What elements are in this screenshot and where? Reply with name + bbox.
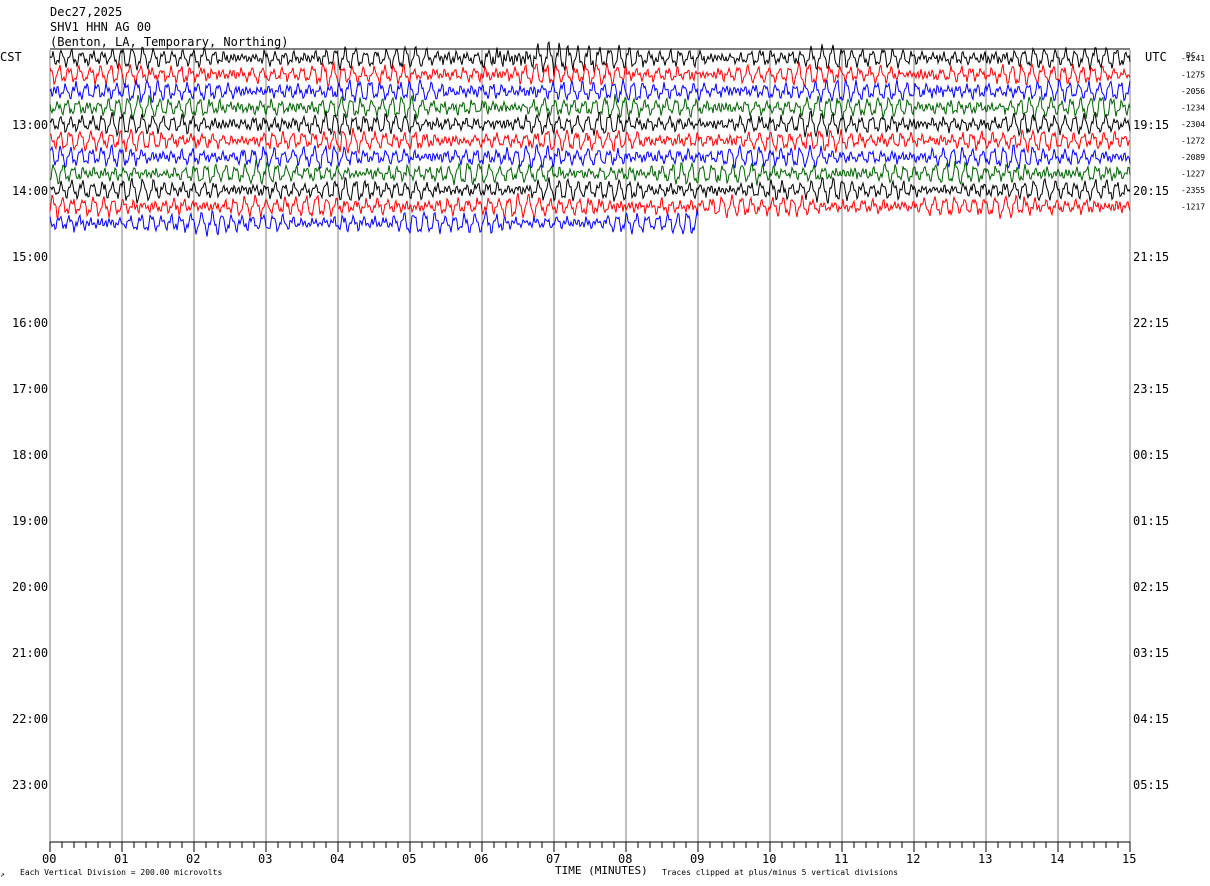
seismic-traces [49, 40, 1131, 237]
dc-offset-labels: -1241 -1275 -2056 -1234 -2304 -1272 -2089 -1227… [1181, 54, 1205, 212]
right-hour-label: 02:15 [1133, 580, 1169, 594]
x-tick-label: 10 [762, 852, 776, 866]
seismic-trace [49, 143, 1131, 170]
x-axis-title: TIME (MINUTES) [555, 864, 648, 877]
dc-offset-label: -2355 [1181, 186, 1205, 195]
x-tick-label: 05 [402, 852, 416, 866]
x-tick-label: 12 [906, 852, 920, 866]
x-tick-label: 11 [834, 852, 848, 866]
left-hour-label: 23:00 [12, 778, 48, 792]
right-hour-label: 21:15 [1133, 250, 1169, 264]
seismic-trace [49, 110, 1131, 138]
dc-offset-label: -1275 [1181, 71, 1205, 80]
x-tick-label: 14 [1050, 852, 1064, 866]
right-hour-labels: 19:15 20:15 21:15 22:15 23:15 00:15 01:15 02:15… [1133, 118, 1169, 792]
right-hour-label: 22:15 [1133, 316, 1169, 330]
x-tick-label: 08 [618, 852, 632, 866]
left-hour-label: 13:00 [12, 118, 48, 132]
right-hour-label: 01:15 [1133, 514, 1169, 528]
left-hour-labels: 13:00 14:00 15:00 16:00 17:00 18:00 19:00 20:00… [12, 118, 48, 792]
right-hour-label: 20:15 [1133, 184, 1169, 198]
left-hour-label: 15:00 [12, 250, 48, 264]
left-hour-label: 18:00 [12, 448, 48, 462]
left-hour-label: 19:00 [12, 514, 48, 528]
seismic-trace [49, 192, 1131, 220]
left-hour-label: 21:00 [12, 646, 48, 660]
dc-offset-label: -2304 [1181, 120, 1205, 129]
dc-offset-label: -2056 [1181, 87, 1205, 96]
dc-offset-label: -1241 [1181, 54, 1205, 63]
seismic-trace [49, 209, 699, 237]
left-hour-label: 20:00 [12, 580, 48, 594]
seismic-trace [49, 40, 1131, 77]
footer-corner-mark: ↗ [0, 870, 5, 879]
station-location: (Benton, LA, Temporary, Northing) [50, 35, 288, 49]
right-hour-label: 19:15 [1133, 118, 1169, 132]
dc-offset-label: -1234 [1181, 104, 1205, 113]
right-hour-label: 00:15 [1133, 448, 1169, 462]
left-hour-label: 14:00 [12, 184, 48, 198]
right-hour-label: 23:15 [1133, 382, 1169, 396]
left-hour-label: 22:00 [12, 712, 48, 726]
x-tick-label: 04 [330, 852, 344, 866]
seismic-trace [49, 128, 1131, 155]
left-timezone-label: CST [0, 50, 22, 64]
x-tick-label: 07 [546, 852, 560, 866]
scale-note: Each Vertical Division = 200.00 microvol… [20, 868, 222, 877]
dc-offset-label: -1272 [1181, 137, 1205, 146]
station-code: SHV1 HHN AG 00 [50, 20, 151, 34]
x-axis: 00 01 02 03 04 05 06 07 08 09 10 11 12 13 14 15 [42, 841, 1136, 866]
right-hour-label: 05:15 [1133, 778, 1169, 792]
minute-gridlines [49, 48, 1131, 842]
seismic-trace [49, 60, 1131, 89]
clip-note: Traces clipped at plus/minus 5 vertical … [662, 868, 898, 877]
right-timezone-label: UTC [1145, 50, 1167, 64]
x-tick-label: 01 [114, 852, 128, 866]
dc-offset-label: -1227 [1181, 170, 1205, 179]
x-tick-label: 02 [186, 852, 200, 866]
seismic-trace [50, 176, 1131, 204]
seismic-trace [49, 159, 1131, 186]
left-hour-label: 17:00 [12, 382, 48, 396]
seismic-trace [49, 93, 1131, 120]
record-date: Dec27,2025 [50, 5, 122, 19]
seismic-trace [49, 78, 1131, 104]
dc-offset-label: -1217 [1181, 203, 1205, 212]
x-tick-label: 13 [978, 852, 992, 866]
right-hour-label: 03:15 [1133, 646, 1169, 660]
dc-offset-label: -2089 [1181, 153, 1205, 162]
right-hour-label: 04:15 [1133, 712, 1169, 726]
x-tick-label: 15 [1122, 852, 1136, 866]
x-tick-label: 09 [690, 852, 704, 866]
x-tick-label: 03 [258, 852, 272, 866]
left-hour-label: 16:00 [12, 316, 48, 330]
dc-column-label: DC [1186, 51, 1196, 60]
x-tick-label: 06 [474, 852, 488, 866]
x-tick-label: 00 [42, 852, 56, 866]
